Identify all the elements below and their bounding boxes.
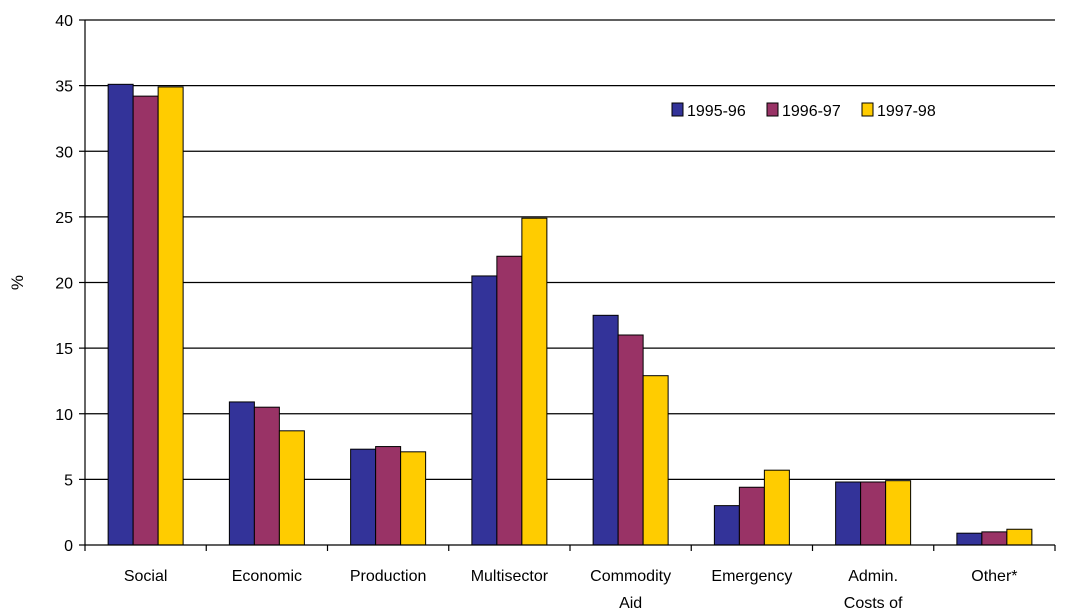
x-category-label: Costs of <box>844 595 903 612</box>
y-tick-label-15: 15 <box>55 341 73 358</box>
legend-label-1996-97: 1996-97 <box>782 103 841 120</box>
bar-1995-96-admin-costs-of <box>835 481 862 546</box>
y-tick-label-20: 20 <box>55 276 73 293</box>
y-tick-label-25: 25 <box>55 210 73 227</box>
axes <box>79 19 1056 551</box>
y-axis-label: % <box>8 275 27 290</box>
x-category-label: Aid <box>619 595 642 612</box>
bar-1996-97-economic <box>253 406 280 546</box>
y-tick-label-0: 0 <box>64 538 73 555</box>
x-category-label: Multisector <box>471 568 549 585</box>
legend: 1995-96 1996-97 1997-98 <box>671 102 936 120</box>
bar-1995-96-social <box>107 83 134 546</box>
bar-1996-97-commodity-aid <box>617 334 644 546</box>
x-category-labels: Social Economic Production Multisector Commo… <box>124 568 1018 612</box>
x-category-label: Commodity <box>590 568 671 585</box>
x-category-label: Economic <box>232 568 302 585</box>
bar-1996-97-admin-costs-of <box>860 481 887 546</box>
x-category-label: Admin. <box>848 568 898 585</box>
bar-1997-98-production <box>400 451 427 546</box>
bar-1995-96-production <box>350 448 377 546</box>
bar-1995-96-other- <box>956 532 983 546</box>
legend-label-1995-96: 1995-96 <box>687 103 746 120</box>
y-tick-label-5: 5 <box>64 472 73 489</box>
x-category-label: Production <box>350 568 427 585</box>
bar-1997-98-economic <box>278 430 305 546</box>
legend-swatch-1997-98 <box>861 102 874 117</box>
legend-swatch-1996-97 <box>766 102 779 117</box>
y-tick-label-30: 30 <box>55 144 73 161</box>
bar-1995-96-multisector <box>471 275 498 546</box>
legend-label-1997-98: 1997-98 <box>877 103 936 120</box>
y-tick-label-40: 40 <box>55 13 73 30</box>
x-category-label: Other* <box>971 568 1017 585</box>
bar-1996-97-production <box>375 446 402 546</box>
bar-1995-96-commodity-aid <box>592 314 619 546</box>
x-category-label: Social <box>124 568 168 585</box>
bars <box>107 83 1033 546</box>
bar-1997-98-emergency <box>763 469 790 546</box>
bar-1997-98-other- <box>1006 528 1033 546</box>
bar-1997-98-social <box>157 86 184 546</box>
y-tick-label-35: 35 <box>55 79 73 96</box>
bar-1997-98-admin-costs-of <box>885 480 912 546</box>
x-category-label: Emergency <box>711 568 792 585</box>
bar-1996-97-other- <box>981 531 1008 546</box>
bar-1997-98-multisector <box>521 217 548 546</box>
y-tick-labels: 0 5 10 15 20 25 30 35 40 <box>55 13 73 555</box>
bar-1996-97-multisector <box>496 255 523 546</box>
bar-1995-96-emergency <box>713 505 740 546</box>
legend-swatch-1995-96 <box>671 102 684 117</box>
bar-1996-97-emergency <box>738 486 765 546</box>
bar-1997-98-commodity-aid <box>642 375 669 546</box>
bar-1995-96-economic <box>228 401 255 546</box>
bar-1996-97-social <box>132 95 159 546</box>
y-tick-label-10: 10 <box>55 407 73 424</box>
